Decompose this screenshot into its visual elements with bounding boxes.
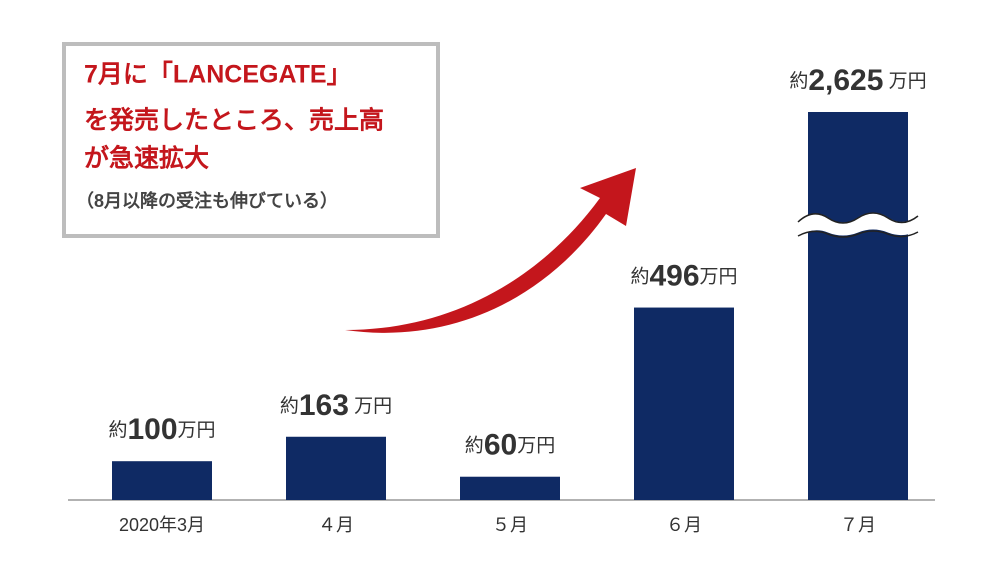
value-label: 約496万円 (630, 259, 737, 292)
axis-break-edge (797, 212, 919, 238)
callout-line: が急速拡大 (84, 144, 209, 173)
x-tick-label: ６月 (666, 515, 702, 535)
callout-note: （8月以降の受注も伸びている） (76, 190, 338, 211)
value-label: 約163 万円 (280, 389, 392, 422)
x-tick-label: ７月 (840, 515, 876, 535)
callout-line: 7月に「LANCEGATE」 (84, 60, 352, 89)
bar (112, 461, 212, 500)
bar (808, 112, 908, 500)
value-label: 約2,625 万円 (789, 64, 926, 97)
bar (286, 436, 386, 500)
bar (460, 476, 560, 500)
x-tick-label: 2020年3月 (119, 515, 205, 535)
value-label: 約100万円 (108, 413, 215, 446)
x-tick-label: ４月 (318, 515, 354, 535)
bar (634, 307, 734, 500)
x-tick-label: ５月 (492, 515, 528, 535)
callout-box (62, 42, 440, 238)
callout-line: を発売したところ、売上高 (84, 106, 384, 135)
value-label: 約60万円 (465, 429, 555, 462)
growth-arrow (345, 168, 636, 333)
